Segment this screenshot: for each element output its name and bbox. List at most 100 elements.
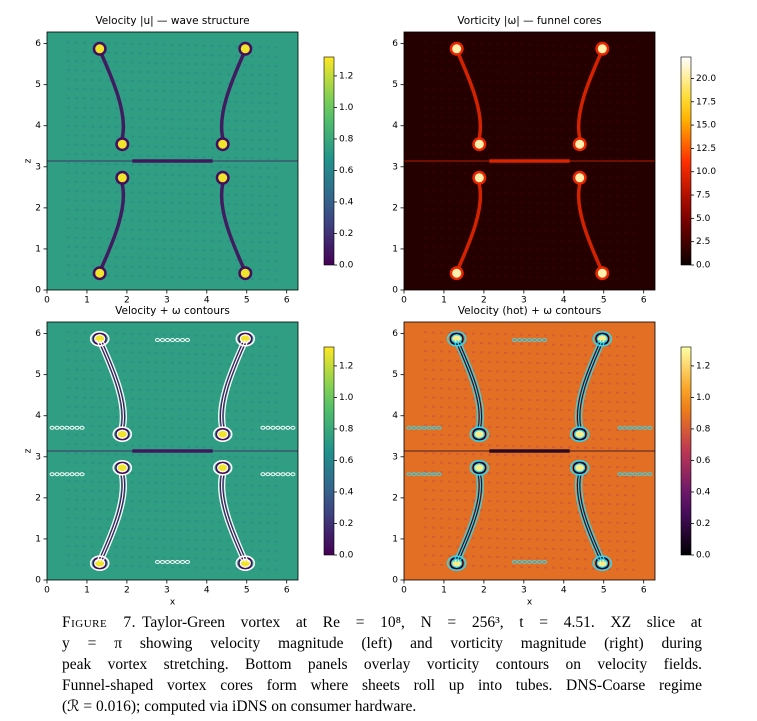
- x-tick-label: 6: [284, 586, 290, 596]
- colorbar: [680, 346, 692, 556]
- colorbar-tick-label: 1.2: [696, 361, 710, 371]
- vortex-core: [474, 463, 484, 473]
- contour: [260, 472, 266, 477]
- wave-band: [424, 189, 635, 198]
- contour: [578, 474, 603, 563]
- wave-band: [67, 264, 278, 272]
- wave-band: [67, 162, 278, 170]
- wave-band: [424, 442, 635, 450]
- caption-text: Taylor-Green vortex at Re = 10⁸, N = 256…: [142, 614, 702, 631]
- colorbar-tick-label: 0.8: [339, 134, 354, 144]
- caption: Figure 7. Taylor-Green vortex at Re = 10⁸…: [62, 612, 702, 717]
- contour: [596, 334, 608, 344]
- x-tick-label: 4: [204, 296, 210, 306]
- vortex-core: [597, 268, 607, 278]
- colorbar-tick-label: 0.0: [339, 261, 354, 271]
- wave-band: [67, 424, 278, 432]
- y-tick-label: 2: [35, 203, 41, 213]
- wave-band: [424, 208, 635, 216]
- wave-band: [67, 535, 278, 543]
- caption-line: peak vortex stretching. Bottom panels ov…: [62, 656, 702, 673]
- contour: [79, 425, 85, 430]
- axes-frame: [403, 31, 656, 291]
- x-tick-label: 6: [284, 296, 290, 306]
- heatmap: [47, 32, 298, 290]
- y-tick-label: 2: [392, 203, 398, 213]
- contour: [217, 463, 229, 473]
- caption-label: Figure 7.: [62, 614, 137, 631]
- contour: [459, 339, 484, 428]
- contour: [155, 559, 160, 564]
- colorbar-tick-label: 0.4: [696, 487, 711, 497]
- wave-band: [424, 264, 635, 272]
- contour: [64, 425, 70, 430]
- vortex-core: [474, 139, 484, 149]
- wave-band: [67, 254, 278, 263]
- wave-band: [424, 152, 635, 160]
- contour: [49, 425, 55, 430]
- wave-band: [67, 236, 278, 244]
- colorbar-tick-label: 1.0: [339, 103, 354, 113]
- y-tick-label: 1: [35, 244, 41, 254]
- contour: [517, 338, 522, 343]
- wave-band: [67, 41, 278, 49]
- y-tick-label: 3: [392, 162, 398, 172]
- contour: [102, 339, 127, 428]
- wave-band: [424, 227, 635, 235]
- contour: [270, 425, 276, 430]
- y-tick-label: 5: [35, 370, 41, 380]
- wave-band: [67, 452, 278, 460]
- wave-band: [67, 208, 278, 216]
- wave-band: [424, 106, 635, 114]
- y-tick-label: 4: [35, 121, 41, 131]
- wave-band: [67, 199, 278, 207]
- wave-band: [67, 563, 278, 571]
- contour: [79, 472, 85, 477]
- colorbar-tick-label: 0.8: [339, 424, 354, 434]
- contour: [575, 474, 600, 563]
- contour: [637, 472, 643, 477]
- wave-band: [424, 217, 635, 225]
- contour: [180, 338, 185, 343]
- colorbar-tick-label: 12.5: [696, 144, 716, 154]
- wave-band: [424, 544, 635, 553]
- colorbar-tick-label: 2.5: [696, 237, 710, 247]
- contour: [632, 472, 638, 477]
- x-axis-label: x: [527, 598, 533, 606]
- vortex-core: [117, 429, 127, 439]
- wave-band: [424, 526, 635, 534]
- y-axis-label: z: [24, 448, 34, 453]
- contour: [74, 425, 80, 430]
- wave-band: [424, 162, 635, 170]
- contour: [453, 474, 478, 563]
- wave-band: [424, 489, 635, 497]
- vortex-sheet: [219, 49, 247, 139]
- wave-band: [424, 470, 635, 478]
- wave-band: [67, 87, 278, 95]
- contour: [99, 339, 124, 428]
- contour: [217, 429, 229, 439]
- wave-band: [424, 461, 635, 469]
- contour: [436, 472, 442, 477]
- contour: [59, 472, 65, 477]
- vortex-core: [218, 463, 228, 473]
- vortex-core: [117, 173, 127, 183]
- y-tick-label: 6: [35, 39, 41, 49]
- wave-band: [424, 387, 635, 395]
- caption-line: y = π showing velocity magnitude (left) …: [62, 635, 702, 652]
- wave-band: [424, 87, 635, 95]
- contour: [165, 559, 170, 564]
- contour: [451, 334, 463, 344]
- contour: [280, 472, 286, 477]
- contour: [170, 559, 175, 564]
- contour: [99, 474, 124, 563]
- wave-band: [67, 387, 278, 395]
- contour: [575, 339, 600, 428]
- wave-band: [67, 414, 278, 423]
- wave-band: [67, 50, 278, 58]
- contour: [64, 472, 70, 477]
- wave-band: [424, 359, 635, 367]
- y-tick-label: 6: [35, 329, 41, 339]
- contour: [96, 339, 121, 428]
